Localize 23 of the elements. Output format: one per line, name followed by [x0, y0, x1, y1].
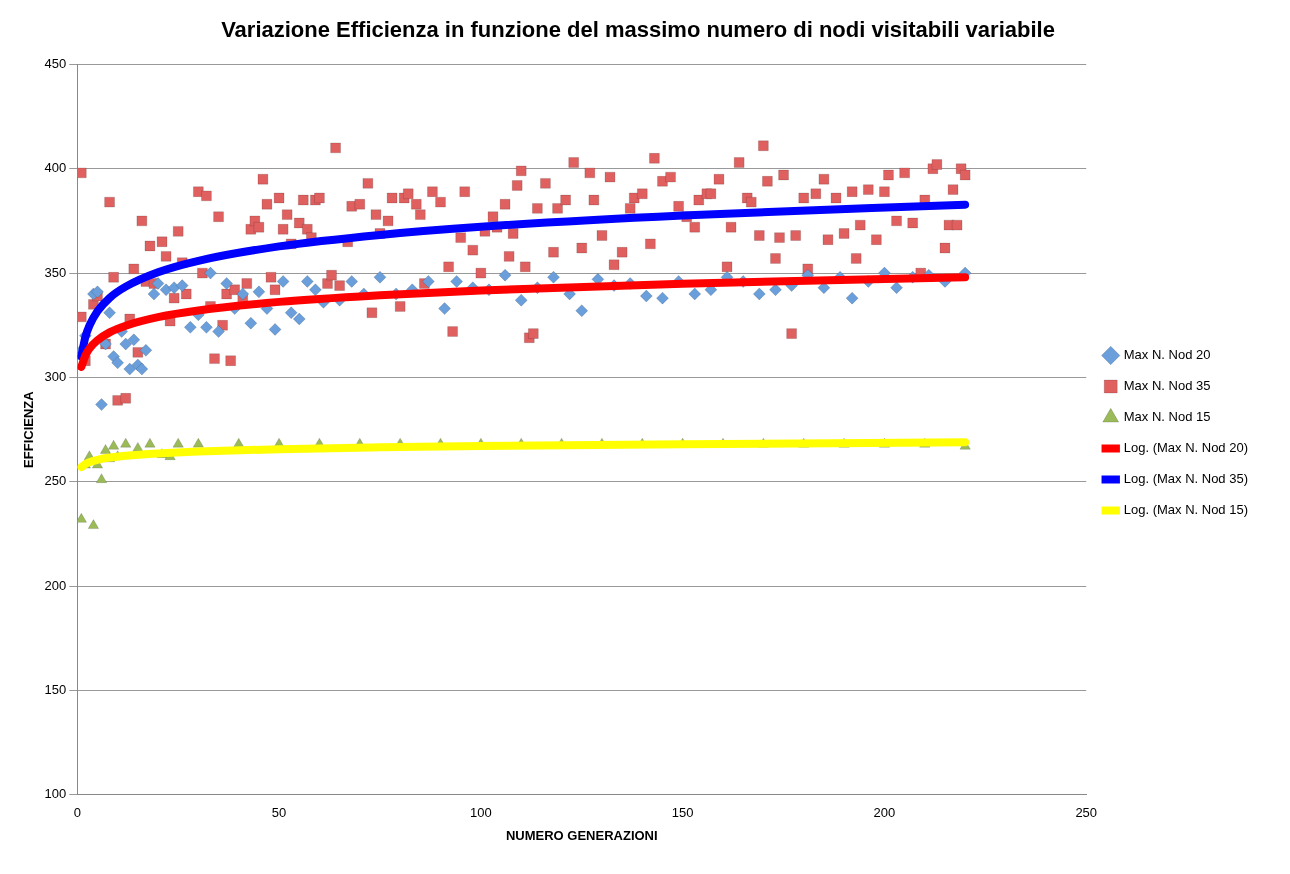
y-tick-label: 450 — [44, 55, 67, 71]
x-tick-label: 0 — [73, 805, 81, 821]
y-tick-label: 400 — [44, 160, 67, 176]
x-tick-label: 150 — [671, 805, 694, 821]
legend-label: Max N. Nod 20 — [1123, 347, 1211, 363]
y-tick-label: 150 — [44, 682, 67, 698]
chart-title: Variazione Efficienza in funzione del massimo numero di nodi visitabili variabile — [221, 17, 1055, 43]
legend-label: Log. (Max N. Nod 35) — [1123, 471, 1249, 487]
x-axis-title: NUMERO GENERAZIONI — [505, 827, 658, 843]
legend-label: Max N. Nod 35 — [1123, 378, 1211, 394]
y-tick-label: 200 — [44, 577, 67, 593]
legend-label: Log. (Max N. Nod 15) — [1123, 502, 1249, 518]
y-tick-label: 300 — [44, 369, 67, 385]
y-axis-title: EFFICIENZA — [21, 390, 37, 468]
y-tick-label: 250 — [44, 473, 67, 489]
x-tick-label: 200 — [873, 805, 896, 821]
y-tick-label: 100 — [44, 786, 67, 802]
x-tick-label: 50 — [271, 805, 287, 821]
legend-label: Log. (Max N. Nod 20) — [1123, 440, 1249, 456]
legend-label: Max N. Nod 15 — [1123, 409, 1211, 425]
x-tick-label: 250 — [1075, 805, 1098, 821]
x-tick-label: 100 — [470, 805, 492, 821]
y-tick-label: 350 — [44, 264, 67, 280]
